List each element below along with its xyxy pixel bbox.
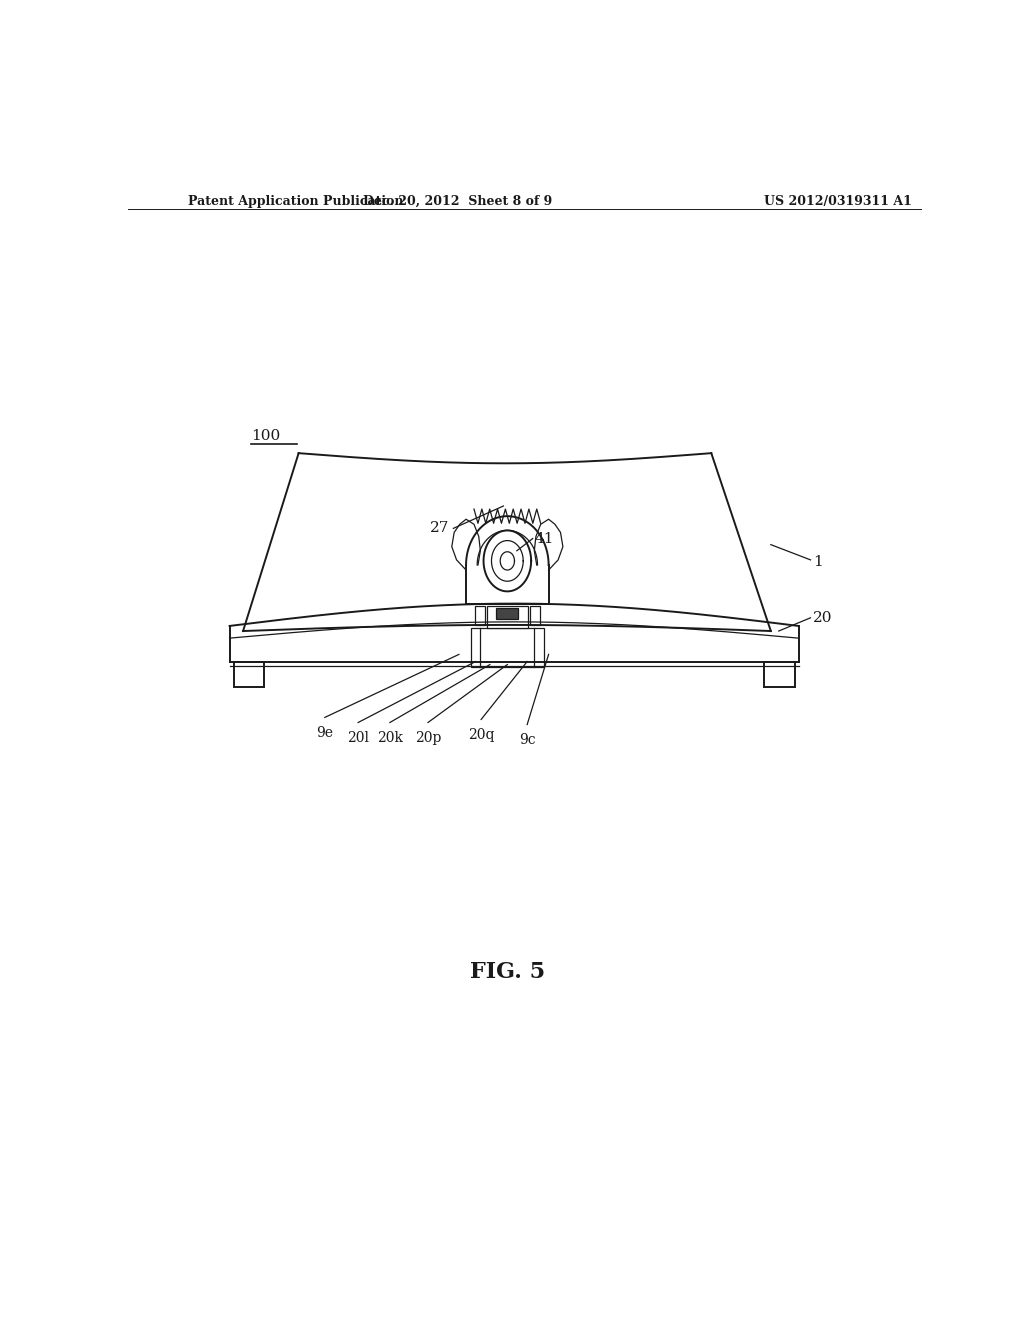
Bar — [529, 606, 540, 624]
Bar — [475, 606, 485, 624]
Text: 41: 41 — [535, 532, 554, 545]
Text: 9e: 9e — [316, 726, 334, 739]
Text: 20l: 20l — [347, 731, 369, 744]
Bar — [471, 628, 544, 667]
Bar — [486, 606, 528, 628]
Text: FIG. 5: FIG. 5 — [470, 961, 545, 982]
Text: 27: 27 — [430, 521, 450, 536]
Bar — [233, 661, 264, 686]
Text: US 2012/0319311 A1: US 2012/0319311 A1 — [764, 194, 912, 207]
Text: Patent Application Publication: Patent Application Publication — [187, 194, 403, 207]
Text: 9c: 9c — [519, 733, 536, 747]
Text: 100: 100 — [251, 429, 281, 444]
Text: 20p: 20p — [415, 731, 441, 744]
Text: 1: 1 — [813, 554, 822, 569]
Text: 20: 20 — [813, 611, 833, 624]
Bar — [497, 607, 518, 619]
Bar — [765, 661, 795, 686]
Text: 20q: 20q — [468, 727, 495, 742]
Text: 20k: 20k — [377, 731, 402, 744]
Text: Dec. 20, 2012  Sheet 8 of 9: Dec. 20, 2012 Sheet 8 of 9 — [362, 194, 552, 207]
